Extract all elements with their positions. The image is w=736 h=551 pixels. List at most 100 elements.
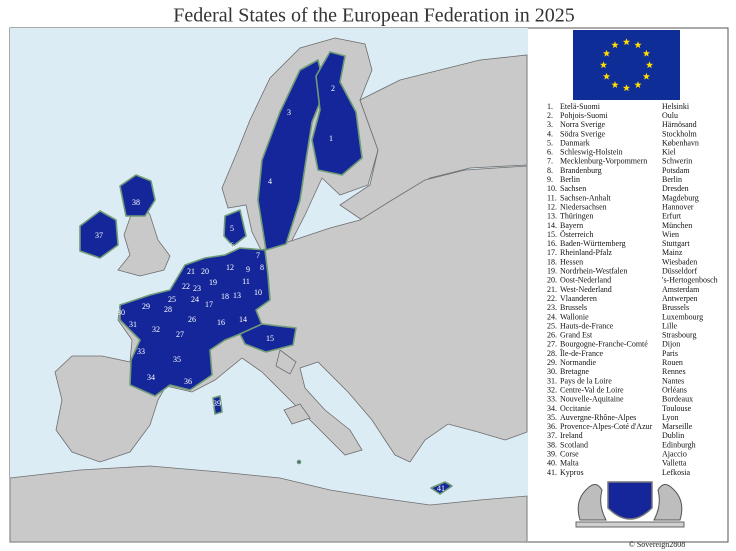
map-label: 2	[331, 84, 335, 93]
state-name: Sachsen-Anhalt	[560, 193, 611, 202]
state-number: 14.	[547, 221, 557, 230]
state-capital: Strasbourg	[662, 331, 697, 340]
map-label: 35	[173, 355, 181, 364]
map-label: 25	[168, 295, 176, 304]
state-capital: Potsdam	[662, 166, 690, 175]
state-number: 20.	[547, 276, 557, 285]
state-number: 10.	[547, 184, 557, 193]
map-label: 37	[95, 231, 103, 240]
state-name: Rheinland-Pfalz	[560, 248, 612, 257]
state-number: 35.	[547, 413, 557, 422]
map-label: 5	[230, 224, 234, 233]
state-number: 37.	[547, 431, 557, 440]
state-name: Danmark	[560, 138, 590, 147]
state-number: 21.	[547, 285, 557, 294]
map-label: 39	[213, 399, 221, 408]
coat-of-arms	[575, 481, 685, 528]
griffin	[653, 484, 683, 521]
map-label: 33	[137, 347, 145, 356]
state-capital: København	[662, 138, 699, 147]
star	[645, 61, 654, 69]
state-name: Hessen	[560, 257, 583, 266]
state-capital: Nantes	[662, 376, 684, 385]
map	[9, 28, 528, 543]
state-number: 16.	[547, 239, 557, 248]
state-capital: Oulu	[662, 111, 678, 120]
map-label: 14	[239, 315, 247, 324]
map-label: 32	[152, 325, 160, 334]
state-number: 7.	[547, 157, 553, 166]
state-name: Vlaanderen	[560, 294, 597, 303]
state-capital: Rouen	[662, 358, 683, 367]
star	[611, 81, 619, 88]
map-label: 10	[254, 288, 262, 297]
state-name: Berlin	[560, 175, 580, 184]
state-number: 30.	[547, 367, 557, 376]
state-capital: Magdeburg	[662, 193, 699, 202]
state-capital: Helsinki	[662, 102, 690, 111]
region	[296, 459, 302, 465]
map-label: 30	[117, 308, 125, 317]
land	[283, 403, 311, 425]
state-number: 26.	[547, 331, 557, 340]
state-capital: Marseille	[662, 422, 693, 431]
map-label: 12	[226, 263, 234, 272]
state-name: Södra Sverige	[560, 129, 606, 138]
region	[212, 395, 223, 415]
map-label: 4	[268, 177, 272, 186]
map-label: 6	[230, 241, 234, 250]
state-number: 17.	[547, 248, 557, 257]
map-label: 26	[188, 315, 196, 324]
state-capital: Orléans	[662, 385, 687, 394]
state-name: Hauts-de-France	[560, 321, 614, 330]
flag-stars	[599, 38, 654, 92]
state-capital: Luxembourg	[662, 312, 703, 321]
map-label: 9	[246, 265, 250, 274]
star	[642, 72, 651, 80]
state-number: 22.	[547, 294, 557, 303]
state-capital: Amsterdam	[662, 285, 700, 294]
state-capital: Stockholm	[662, 129, 697, 138]
state-capital: Bordeaux	[662, 395, 693, 404]
state-capital: Wien	[662, 230, 679, 239]
map-label: 22	[182, 282, 190, 291]
state-capital: Härnösand	[662, 120, 697, 129]
state-number: 24.	[547, 312, 557, 321]
state-name: Nordrhein-Westfalen	[560, 267, 627, 276]
state-capital: Toulouse	[662, 404, 692, 413]
pedestal	[575, 521, 685, 528]
map-label: 8	[260, 263, 264, 272]
region	[119, 174, 156, 217]
state-number: 12.	[547, 202, 557, 211]
state-number: 34.	[547, 404, 557, 413]
state-capital: Kiel	[662, 148, 677, 157]
state-number: 25.	[547, 321, 557, 330]
state-number: 6.	[547, 148, 553, 157]
state-name: Normandie	[560, 358, 596, 367]
griffin	[577, 484, 607, 521]
map-label: 31	[129, 320, 137, 329]
state-number: 38.	[547, 440, 557, 449]
state-capital: Schwerin	[662, 157, 692, 166]
state-name: Scotland	[560, 440, 588, 449]
state-name: Ireland	[560, 431, 583, 440]
star	[602, 49, 611, 57]
state-name: West-Nederland	[560, 285, 612, 294]
state-number: 2.	[547, 111, 553, 120]
state-name: Brandenburg	[560, 166, 602, 175]
state-name: Wallonie	[560, 312, 589, 321]
state-capital: Dresden	[662, 184, 689, 193]
map-label: 36	[184, 377, 192, 386]
state-capital: Hannover	[662, 202, 694, 211]
state-capital: Wiesbaden	[662, 257, 697, 266]
state-capital: Mainz	[662, 248, 683, 257]
state-number: 29.	[547, 358, 557, 367]
state-number: 13.	[547, 212, 557, 221]
title: Federal States of the European Federatio…	[173, 5, 575, 27]
state-number: 32.	[547, 385, 557, 394]
map-label: 3	[287, 108, 291, 117]
land	[339, 54, 528, 221]
state-name: Occitanie	[560, 404, 591, 413]
